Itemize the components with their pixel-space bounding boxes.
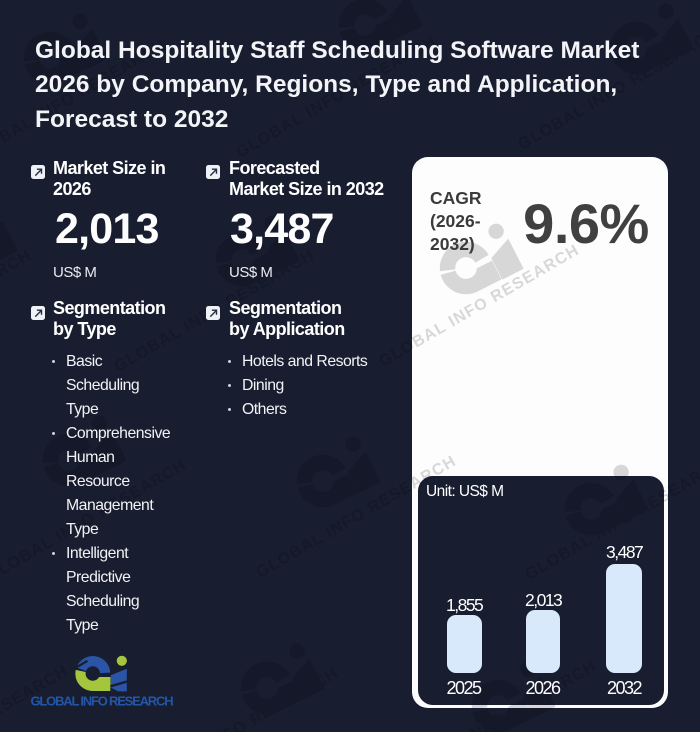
svg-text:GLOBAL INFO RESEARCH: GLOBAL INFO RESEARCH xyxy=(31,694,174,709)
